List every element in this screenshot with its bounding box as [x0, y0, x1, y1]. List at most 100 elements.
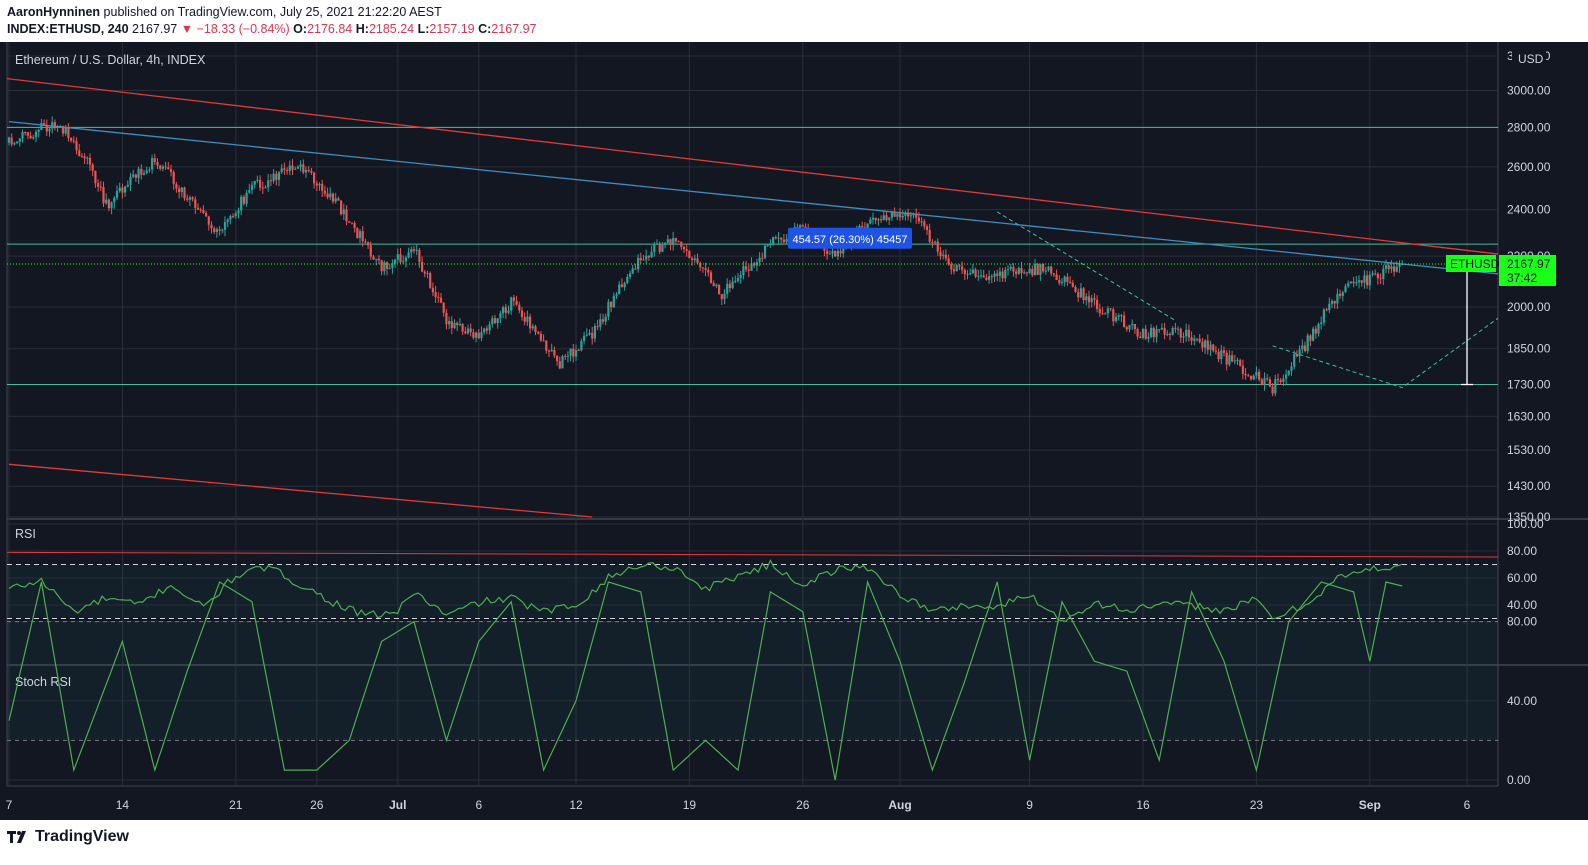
candle-down: [898, 213, 902, 218]
candle-down: [442, 302, 445, 313]
candle-up: [1382, 268, 1385, 279]
candle-down: [680, 241, 683, 247]
candle-down: [356, 228, 359, 238]
candle-up: [1039, 263, 1042, 275]
candle-down: [1360, 280, 1363, 283]
candle-up: [1306, 335, 1309, 352]
candle-down: [1352, 281, 1355, 284]
candle-down: [291, 165, 294, 170]
price-change: ▼ −18.33 (−0.84%): [180, 22, 290, 36]
candle-up: [901, 215, 904, 218]
candle-down: [1179, 328, 1182, 338]
candle-up: [483, 328, 486, 333]
candle-up: [1357, 280, 1361, 283]
candle-down: [213, 228, 216, 232]
candle-down: [704, 268, 707, 270]
candle-down: [577, 350, 580, 352]
candle-down: [1266, 378, 1269, 380]
candle-up: [993, 273, 996, 277]
symbol-label: INDEX:ETHUSD, 240: [7, 22, 129, 36]
stoch-tick-label: 0.00: [1507, 773, 1531, 787]
candle-down: [345, 209, 348, 222]
candle-up: [1079, 288, 1082, 298]
candle-down: [634, 268, 637, 270]
tradingview-logo[interactable]: TradingView: [7, 828, 129, 846]
rsi-band-fill: [7, 564, 1498, 619]
candle-up: [118, 187, 121, 192]
candle-up: [661, 244, 664, 252]
candle-down: [1198, 338, 1201, 342]
price-tag-value: 2167.97: [1507, 257, 1551, 271]
candle-down: [242, 196, 245, 204]
candle-up: [223, 222, 227, 230]
candle-down: [701, 267, 704, 269]
price-tick-label: 1730.00: [1507, 378, 1551, 392]
candle-down: [928, 230, 931, 242]
candle-up: [920, 221, 923, 223]
candle-down: [75, 141, 78, 151]
candle-down: [915, 213, 918, 218]
x-tick-label: 6: [1464, 798, 1471, 812]
candle-down: [504, 307, 507, 313]
price-tick-label: 1630.00: [1507, 409, 1551, 423]
candle-up: [831, 250, 834, 254]
candle-down: [218, 229, 221, 231]
candle-down: [677, 241, 680, 243]
candle-down: [364, 241, 367, 243]
candle-up: [736, 277, 740, 281]
author-name[interactable]: AaronHynninen: [7, 5, 101, 19]
candle-up: [448, 321, 451, 325]
candle-down: [639, 257, 642, 261]
x-tick-label: 19: [683, 798, 697, 812]
x-tick-label: Jul: [389, 798, 406, 812]
candle-down: [974, 269, 977, 277]
candle-down: [1074, 286, 1077, 293]
candle-down: [191, 197, 194, 200]
stoch-band-fill: [7, 621, 1498, 741]
open-value: 2176.84: [307, 22, 353, 36]
candle-down: [472, 332, 475, 338]
candle-down: [377, 258, 380, 261]
candle-up: [1290, 366, 1293, 371]
candle-up: [453, 322, 456, 329]
candle-down: [1096, 299, 1099, 310]
candle-up: [799, 225, 802, 228]
candle-down: [1109, 308, 1112, 310]
candle-up: [248, 190, 251, 193]
candle-down: [102, 186, 105, 204]
candle-down: [1001, 271, 1004, 279]
candle-down: [134, 174, 137, 178]
candle-up: [388, 267, 391, 269]
candle-up: [253, 180, 256, 185]
chart-canvas[interactable]: 7142126Jul6121926Aug91623Sep63200.003000…: [0, 42, 1588, 820]
candle-up: [763, 245, 767, 258]
candle-up: [693, 258, 696, 260]
candle-down: [545, 340, 548, 351]
candle-down: [26, 132, 29, 136]
candle-down: [747, 269, 750, 271]
x-tick-label: 9: [1026, 798, 1033, 812]
candle-down: [1015, 271, 1018, 274]
candle-up: [1344, 286, 1347, 293]
x-tick-label: 12: [569, 798, 583, 812]
candle-up: [40, 122, 43, 130]
candle-up: [407, 252, 410, 258]
candle-up: [1147, 336, 1150, 339]
candle-down: [539, 333, 542, 341]
candle-up: [507, 310, 510, 313]
candle-up: [750, 263, 753, 271]
candle-up: [250, 184, 254, 191]
close-value: 2167.97: [491, 22, 537, 36]
candle-down: [1241, 365, 1244, 374]
candle-up: [410, 249, 413, 253]
candle-down: [1231, 355, 1234, 362]
candle-up: [550, 349, 553, 352]
candle-down: [591, 332, 594, 339]
candle-up: [871, 217, 875, 220]
candle-down: [385, 262, 389, 269]
candle-down: [982, 275, 985, 278]
candle-down: [564, 356, 567, 358]
candle-down: [348, 221, 351, 223]
candle-up: [785, 238, 788, 243]
candle-down: [923, 221, 926, 227]
